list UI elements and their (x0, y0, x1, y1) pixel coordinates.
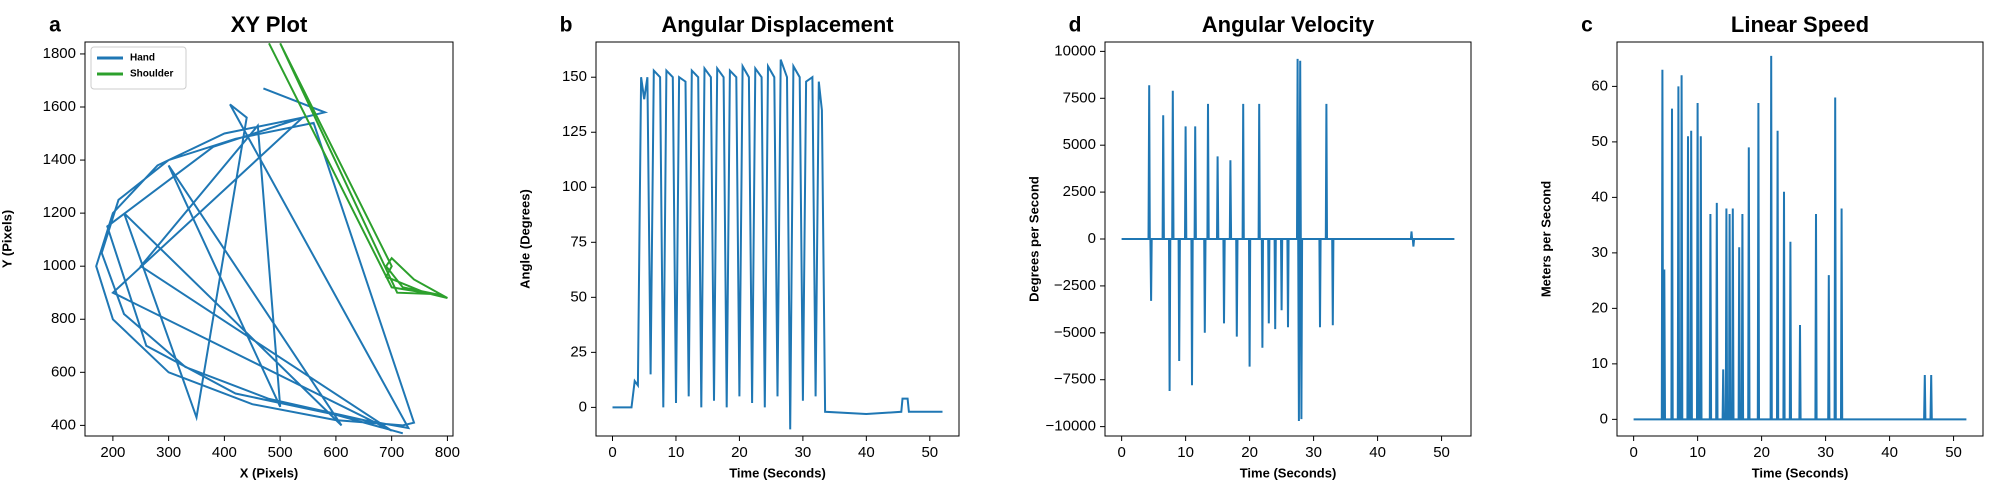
axes-frame (1616, 41, 1984, 437)
x-tick-label: 50 (921, 444, 938, 461)
chart-title: Angular Velocity (1202, 12, 1375, 37)
y-tick-label: 5000 (1063, 136, 1096, 153)
x-tick-label: 30 (795, 444, 812, 461)
x-tick-label: 200 (100, 444, 125, 461)
y-tick-label: 125 (562, 123, 587, 140)
panel-label: c (1581, 14, 1593, 37)
chart-title: Linear Speed (1731, 12, 1869, 37)
y-tick-label: 1600 (43, 98, 76, 115)
chart-title: XY Plot (231, 12, 308, 37)
y-tick-label: 1800 (43, 45, 76, 62)
x-tick-label: 40 (858, 444, 875, 461)
y-tick-label: 800 (51, 310, 76, 327)
y-tick-label: 10000 (1054, 42, 1096, 59)
x-tick-label: 30 (1817, 444, 1834, 461)
x-tick-label: 800 (435, 444, 460, 461)
x-tick-label: 600 (323, 444, 348, 461)
series-line (612, 59, 943, 430)
y-tick-label: 50 (570, 288, 587, 305)
x-tick-label: 500 (268, 444, 293, 461)
x-tick-label: 700 (379, 444, 404, 461)
y-tick-label: −7500 (1054, 371, 1096, 388)
series-line (268, 42, 448, 299)
series-line (1121, 58, 1455, 422)
x-tick-label: 30 (1305, 444, 1322, 461)
y-tick-label: 30 (1591, 244, 1608, 261)
x-tick-label: 0 (1117, 444, 1125, 461)
panel-label: b (560, 14, 573, 37)
y-tick-label: 400 (51, 416, 76, 433)
y-axis-label: Angle (Degrees) (517, 189, 532, 289)
y-tick-label: 7500 (1063, 89, 1096, 106)
x-axis-label: Time (Seconds) (1240, 465, 1337, 480)
y-tick-label: 50 (1591, 133, 1608, 150)
x-tick-label: 0 (608, 444, 616, 461)
panel-label: d (1069, 14, 1082, 37)
y-tick-label: 0 (1600, 410, 1608, 427)
y-tick-label: 0 (1088, 230, 1096, 247)
y-tick-label: 10 (1591, 355, 1608, 372)
panel-label: a (49, 14, 61, 37)
y-tick-label: 40 (1591, 188, 1608, 205)
chart-title: Angular Displacement (661, 12, 894, 37)
y-tick-label: 1400 (43, 151, 76, 168)
y-tick-label: 0 (579, 398, 587, 415)
axes-frame (84, 41, 454, 437)
x-axis-label: X (Pixels) (240, 465, 299, 480)
axes-frame (595, 41, 960, 437)
x-tick-label: 10 (1177, 444, 1194, 461)
x-tick-label: 300 (156, 444, 181, 461)
y-axis-label: Y (Pixels) (0, 210, 14, 268)
x-tick-label: 20 (731, 444, 748, 461)
legend-label: Hand (130, 53, 155, 64)
x-tick-label: 20 (1753, 444, 1770, 461)
x-tick-label: 50 (1945, 444, 1962, 461)
y-tick-label: 1200 (43, 204, 76, 221)
y-tick-label: 100 (562, 178, 587, 195)
y-axis-label: Meters per Second (1538, 181, 1553, 297)
y-tick-label: 1000 (43, 257, 76, 274)
legend-label: Shoulder (130, 69, 173, 80)
y-tick-label: −10000 (1046, 418, 1096, 435)
y-tick-label: 60 (1591, 77, 1608, 94)
y-tick-label: −5000 (1054, 324, 1096, 341)
y-tick-label: 75 (570, 233, 587, 250)
y-tick-label: 600 (51, 363, 76, 380)
y-tick-label: 25 (570, 343, 587, 360)
y-tick-label: 2500 (1063, 183, 1096, 200)
x-tick-label: 20 (1241, 444, 1258, 461)
x-tick-label: 0 (1629, 444, 1637, 461)
x-tick-label: 40 (1881, 444, 1898, 461)
series-line (95, 87, 416, 435)
x-tick-label: 50 (1433, 444, 1450, 461)
y-tick-label: 150 (562, 68, 587, 85)
x-tick-label: 400 (212, 444, 237, 461)
x-tick-label: 10 (668, 444, 685, 461)
x-tick-label: 40 (1369, 444, 1386, 461)
series-line (1633, 55, 1967, 421)
x-axis-label: Time (Seconds) (1752, 465, 1849, 480)
x-axis-label: Time (Seconds) (729, 465, 826, 480)
y-tick-label: 20 (1591, 299, 1608, 316)
y-axis-label: Degrees per Second (1026, 176, 1041, 302)
x-tick-label: 10 (1689, 444, 1706, 461)
y-tick-label: −2500 (1054, 277, 1096, 294)
